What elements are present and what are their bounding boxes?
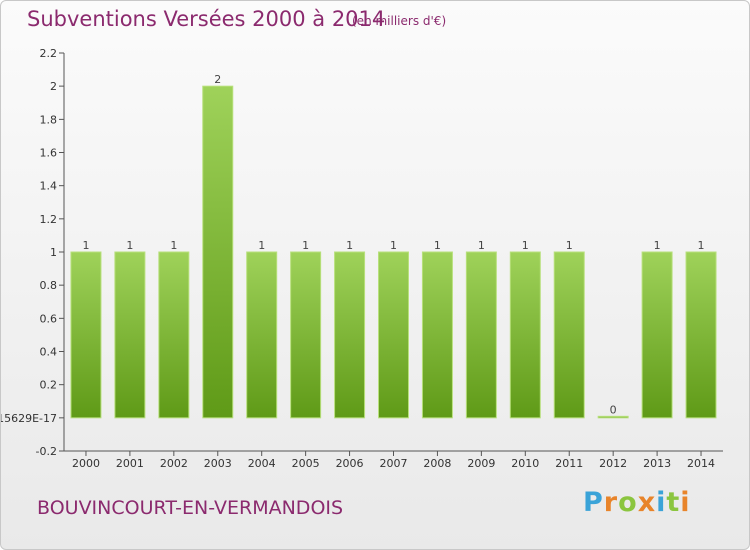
chart-title: Subventions Versées 2000 à 2014 xyxy=(27,7,386,31)
y-tick-label: 1.4 xyxy=(40,180,58,193)
x-tick-label: 2000 xyxy=(72,457,100,470)
logo-letter: x xyxy=(637,487,657,518)
bar-2000 xyxy=(70,251,102,419)
data-label: 1 xyxy=(566,239,573,252)
y-tick-label: 0.6 xyxy=(40,312,58,325)
chart-bars xyxy=(70,85,717,419)
data-label: 1 xyxy=(346,239,353,252)
y-tick-label: 0.8 xyxy=(40,279,58,292)
y-tick-label: 0.2 xyxy=(40,379,58,392)
x-tick-label: 2009 xyxy=(467,457,495,470)
x-tick-label: 2014 xyxy=(687,457,715,470)
commune-name: BOUVINCOURT-EN-VERMANDOIS xyxy=(37,497,344,519)
x-tick-label: 2012 xyxy=(599,457,627,470)
bar-2004 xyxy=(246,251,278,419)
bar-2010 xyxy=(509,251,541,419)
data-label: 1 xyxy=(82,239,89,252)
x-tick-label: 2007 xyxy=(380,457,408,470)
x-tick-label: 2004 xyxy=(248,457,276,470)
data-label: 1 xyxy=(522,239,529,252)
logo-letter: r xyxy=(603,487,619,518)
logo-letter: P xyxy=(583,487,604,518)
data-label: 1 xyxy=(478,239,485,252)
x-tick-label: 2011 xyxy=(555,457,583,470)
bar-2008 xyxy=(421,251,453,419)
bar-2009 xyxy=(465,251,497,419)
chart-subtitle: (en milliers d'€) xyxy=(352,14,447,28)
y-tick-label: -1.15629E-17 xyxy=(1,412,57,425)
data-label: 1 xyxy=(698,239,705,252)
bar-2002 xyxy=(158,251,190,419)
x-tick-label: 2008 xyxy=(423,457,451,470)
bar-2011 xyxy=(553,251,585,419)
y-tick-label: 0.4 xyxy=(40,346,58,359)
y-tick-label: 1.8 xyxy=(40,113,58,126)
proxiti-logo[interactable]: Proxiti xyxy=(583,487,691,518)
data-label: 1 xyxy=(126,239,133,252)
data-label: 1 xyxy=(434,239,441,252)
y-tick-label: 1 xyxy=(50,246,57,259)
chart-axes: -0.2 -1.15629E-17 0.2 0.4 0.6 0.8 1 1.2 1.4 1.6 1.… xyxy=(1,47,723,458)
bar-2007 xyxy=(378,251,409,419)
y-tick-label: 2.2 xyxy=(40,47,58,60)
x-tick-label: 2010 xyxy=(511,457,539,470)
x-tick-label: 2003 xyxy=(204,457,232,470)
x-tick-label: 2006 xyxy=(336,457,364,470)
x-tick-label: 2005 xyxy=(292,457,320,470)
data-label: 1 xyxy=(654,239,661,252)
x-tick-label: 2001 xyxy=(116,457,144,470)
logo-letter: i xyxy=(656,487,667,518)
logo-letter: i xyxy=(680,487,691,518)
y-tick-label: 1.2 xyxy=(40,213,58,226)
y-tick-label: 2 xyxy=(50,80,57,93)
data-label: 2 xyxy=(214,73,221,86)
data-label: 0 xyxy=(610,403,617,416)
bar-2006 xyxy=(334,251,366,419)
logo-letter: t xyxy=(666,487,681,518)
bar-2001 xyxy=(114,251,146,419)
data-label: 1 xyxy=(258,239,265,252)
chart-labels: 2000 1 2001 1 2002 1 2003 2 2004 1 2005 1 2006 1 2007 1… xyxy=(72,73,715,470)
y-tick-label: -0.2 xyxy=(36,445,57,458)
bar-2013 xyxy=(641,251,673,419)
bar-2003 xyxy=(202,85,234,419)
bar-2005 xyxy=(290,251,322,419)
x-tick-label: 2013 xyxy=(643,457,671,470)
data-label: 1 xyxy=(302,239,309,252)
bar-2012 xyxy=(597,415,629,419)
bar-2014 xyxy=(685,251,717,419)
data-label: 1 xyxy=(170,239,177,252)
y-tick-label: 1.6 xyxy=(40,147,58,160)
x-tick-label: 2002 xyxy=(160,457,188,470)
data-label: 1 xyxy=(390,239,397,252)
logo-letter: o xyxy=(618,487,638,518)
